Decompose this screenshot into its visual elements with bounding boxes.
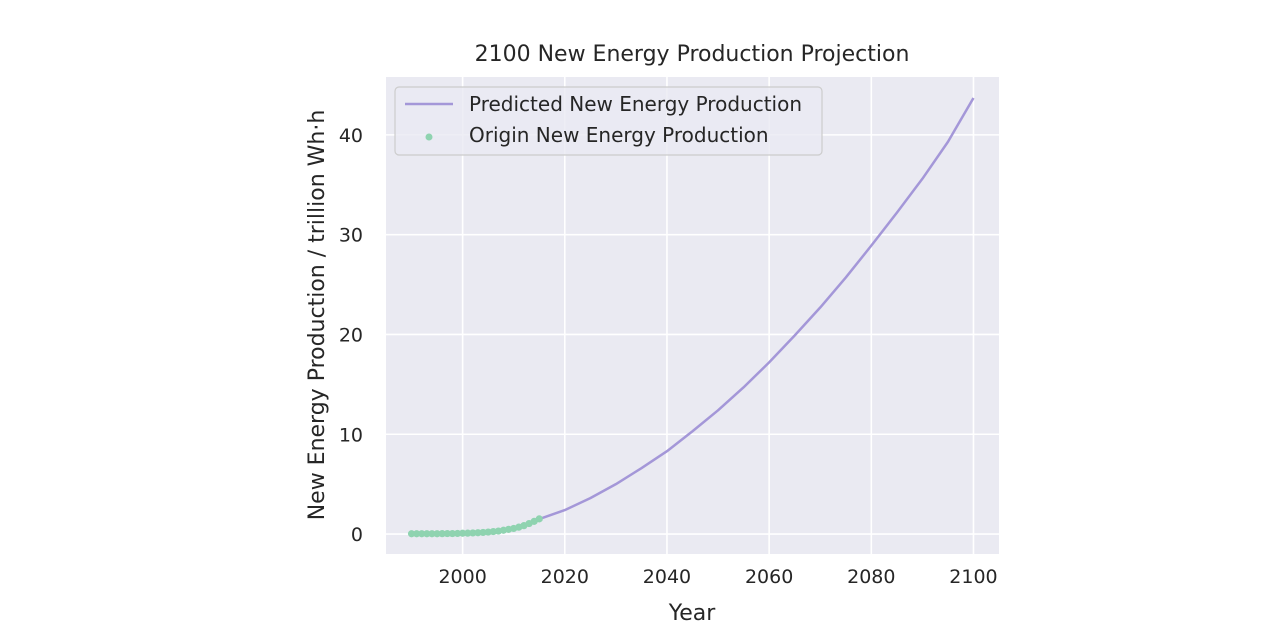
- origin-data-point: [443, 529, 451, 538]
- legend-label-predicted: Predicted New Energy Production: [469, 92, 802, 116]
- origin-data-point: [448, 529, 457, 538]
- x-tick-label: 2040: [643, 566, 691, 588]
- x-tick-label: 2060: [745, 566, 793, 588]
- y-tick-label: 10: [339, 424, 363, 446]
- origin-data-point: [413, 530, 421, 538]
- origin-data-point: [459, 529, 467, 537]
- origin-data-point: [535, 515, 543, 523]
- chart-title: 2100 New Energy Production Projection: [475, 42, 910, 67]
- x-tick-label: 2100: [949, 566, 997, 588]
- origin-data-point: [453, 529, 462, 538]
- origin-data-point: [469, 529, 477, 537]
- y-axis-label: New Energy Production / trillion Wh·h: [305, 110, 330, 521]
- x-tick-label: 2020: [541, 566, 589, 588]
- legend-box: [394, 86, 823, 156]
- legend: Predicted New Energy Production Origin N…: [394, 86, 823, 156]
- y-tick-label: 20: [339, 324, 363, 346]
- y-tick-label: 30: [339, 225, 363, 247]
- origin-data-point: [407, 530, 416, 538]
- origin-data-point: [418, 530, 426, 538]
- legend-dot-marker: [425, 133, 433, 141]
- plot-area: [386, 77, 999, 554]
- origin-data-point: [423, 530, 431, 538]
- origin-data-point: [433, 530, 441, 538]
- y-tick-label: 0: [351, 524, 363, 546]
- origin-data-point: [474, 529, 482, 537]
- x-axis-label: Year: [668, 601, 717, 624]
- origin-data-point: [428, 530, 436, 538]
- x-tick-label: 2080: [847, 566, 895, 588]
- origin-data-point: [464, 529, 472, 537]
- legend-label-origin: Origin New Energy Production: [469, 123, 769, 147]
- y-tick-label: 40: [339, 125, 363, 147]
- x-tick-label: 2000: [438, 566, 486, 588]
- origin-data-point: [438, 530, 446, 538]
- predicted-series-line: [538, 97, 975, 521]
